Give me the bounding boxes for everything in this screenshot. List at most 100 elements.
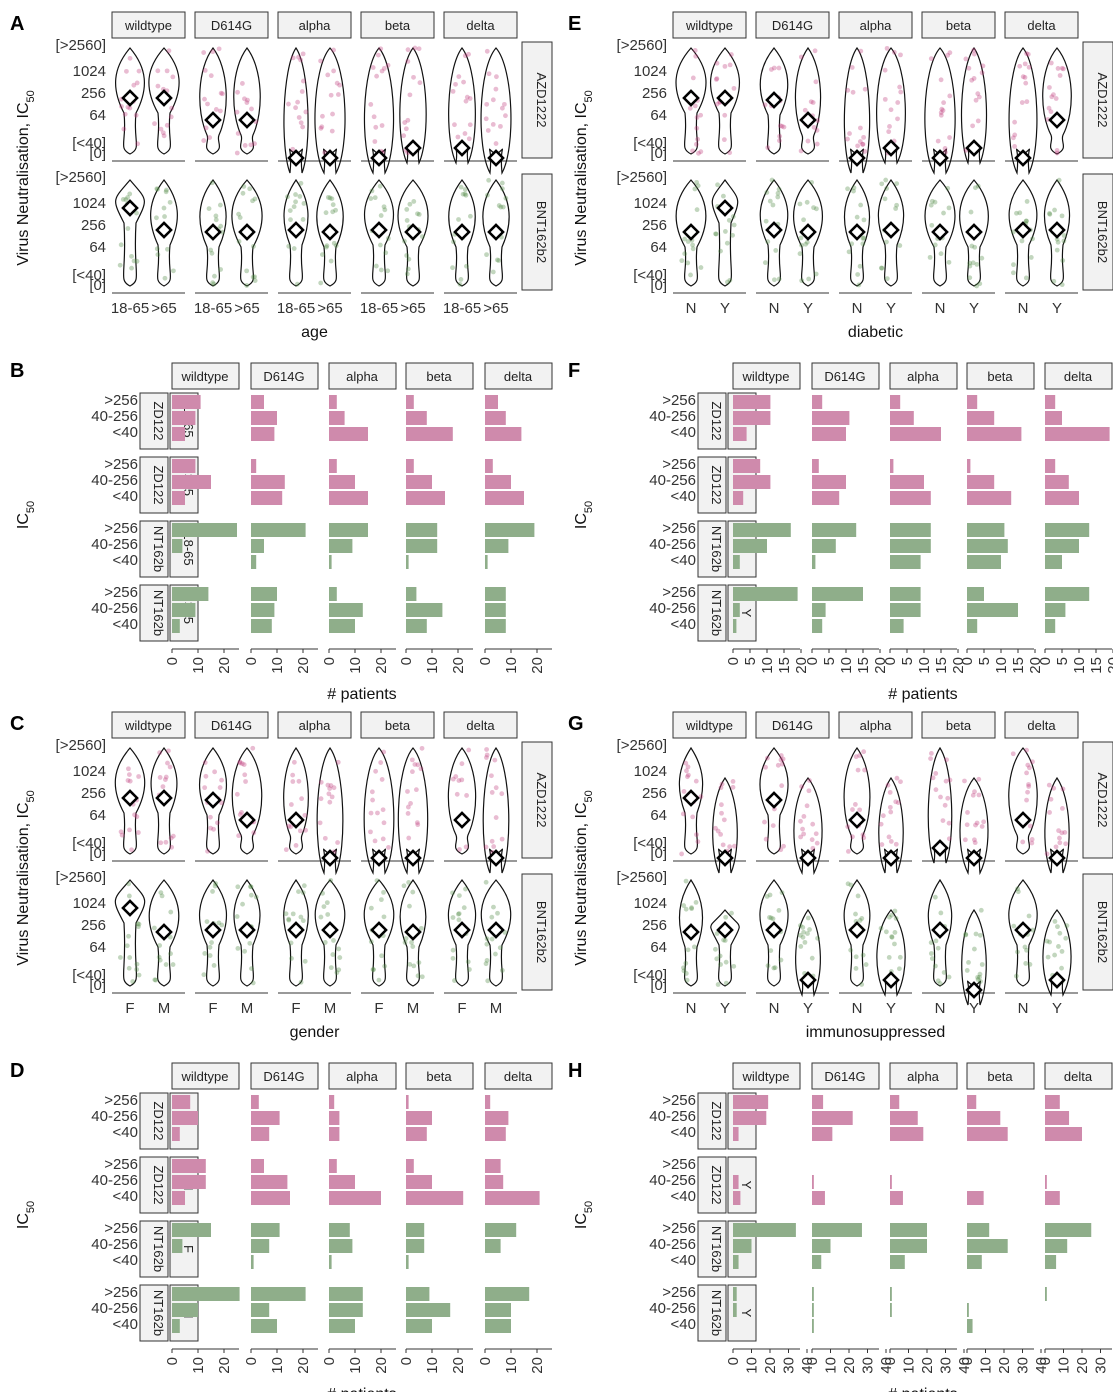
data-point: [1055, 924, 1060, 930]
data-point: [371, 967, 376, 973]
vaccine-strip-label-AZD1222: ZD122: [709, 1165, 724, 1204]
data-point: [493, 86, 499, 92]
data-point: [458, 184, 464, 190]
data-point: [325, 782, 331, 788]
data-point: [846, 249, 852, 255]
data-point: [218, 267, 224, 272]
data-point: [853, 954, 859, 960]
data-point: [932, 199, 938, 205]
data-point: [765, 145, 771, 151]
data-point: [288, 802, 294, 807]
strip-label-D614G: D614G: [772, 18, 813, 33]
bar: [890, 411, 914, 425]
data-point: [377, 242, 383, 248]
data-point: [244, 100, 250, 106]
violin: [198, 879, 228, 987]
data-point: [882, 67, 888, 73]
data-point: [122, 111, 128, 117]
data-point: [209, 180, 215, 186]
median-marker: [848, 149, 866, 167]
median-marker: [155, 923, 173, 941]
group-tick-label: N: [1018, 1000, 1029, 1017]
bar: [967, 555, 1001, 569]
data-point: [714, 931, 720, 936]
data-point: [244, 268, 250, 274]
y-tick-label: 256: [642, 917, 667, 934]
data-point: [368, 102, 374, 107]
data-point: [685, 239, 691, 244]
data-point: [234, 914, 240, 919]
bar: [967, 1239, 1008, 1253]
data-point: [211, 281, 217, 287]
x-tick-label: 20: [1105, 657, 1113, 674]
x-tick-label: 10: [1056, 1357, 1073, 1374]
bar-category-label: 40-256: [91, 1236, 138, 1253]
strip-beta: [405, 362, 474, 390]
bar: [812, 619, 823, 633]
data-point: [499, 105, 505, 111]
data-point: [978, 907, 984, 913]
vaccine-strip-BNT162b2: [139, 520, 169, 578]
data-point: [129, 847, 134, 853]
data-point: [405, 804, 411, 810]
data-point: [812, 48, 818, 54]
data-point: [947, 93, 953, 99]
data-point: [212, 273, 217, 279]
data-point: [119, 832, 125, 838]
data-point: [331, 938, 336, 943]
x-tick-label: 20: [295, 1357, 312, 1374]
group-tick-label: N: [852, 300, 863, 317]
data-point: [853, 966, 859, 971]
bar: [406, 411, 427, 425]
median-marker: [965, 223, 983, 241]
data-point: [894, 775, 900, 781]
data-point: [419, 974, 425, 980]
bar: [890, 1239, 927, 1253]
data-point: [207, 944, 213, 950]
data-point: [209, 940, 214, 945]
vaccine-strip-BNT162b2: [697, 584, 727, 642]
data-point: [453, 81, 458, 87]
data-point: [207, 953, 213, 958]
data-point: [251, 243, 256, 249]
data-point: [1011, 262, 1016, 268]
strip-delta: [1004, 11, 1079, 39]
strip-label-beta: beta: [987, 1069, 1013, 1084]
violin: [283, 878, 309, 987]
data-point: [947, 777, 953, 783]
data-point: [418, 925, 424, 931]
strip-label-D614G: D614G: [824, 369, 865, 384]
data-point: [132, 812, 137, 818]
bar: [172, 1175, 206, 1189]
bar: [812, 1287, 814, 1301]
bar: [733, 1127, 739, 1141]
data-point: [771, 277, 777, 283]
data-point: [323, 210, 329, 216]
data-point: [805, 931, 810, 936]
data-point: [129, 253, 134, 259]
data-point: [493, 141, 499, 146]
data-point: [722, 112, 728, 118]
strip-D614G: [250, 1062, 319, 1090]
y-tick-label: [0]: [650, 977, 667, 994]
strip-label-alpha: alpha: [299, 18, 332, 33]
y-tick-label: 64: [89, 239, 106, 256]
x-tick-label: 40: [878, 1357, 895, 1374]
x-tick-label: 30: [781, 1357, 798, 1374]
x-tick-label: 20: [295, 657, 312, 674]
data-point: [777, 133, 783, 139]
data-point: [1024, 770, 1029, 776]
data-point: [769, 67, 774, 72]
data-point: [694, 114, 700, 120]
bar: [967, 1255, 982, 1269]
data-point: [459, 761, 465, 767]
data-point: [302, 958, 308, 964]
violin: [198, 747, 228, 855]
data-point: [237, 760, 243, 766]
strip-delta: [484, 1062, 553, 1090]
data-point: [800, 925, 806, 930]
data-point: [975, 118, 981, 124]
bar-category-label: >256: [662, 392, 696, 409]
vaccine-strip-label-BNT162b2: NT162b: [151, 526, 166, 572]
median-marker: [716, 849, 734, 867]
